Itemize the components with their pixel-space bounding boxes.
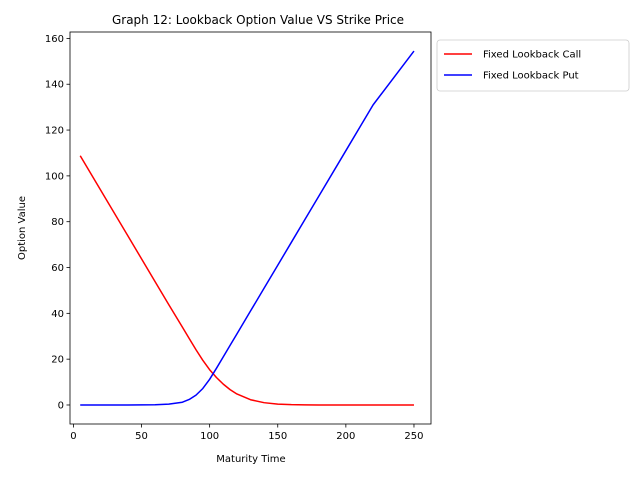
y-tick-label: 100 xyxy=(45,171,64,182)
y-tick-label: 160 xyxy=(45,34,64,45)
legend-label: Fixed Lookback Call xyxy=(483,50,581,61)
y-tick-label: 80 xyxy=(51,217,64,228)
y-tick-label: 0 xyxy=(58,400,64,411)
plot-area xyxy=(69,31,432,425)
series-lines xyxy=(79,50,415,406)
y-tick-label: 60 xyxy=(51,263,64,274)
legend-items: Fixed Lookback Call Fixed Lookback Put xyxy=(444,50,581,82)
legend-label: Fixed Lookback Put xyxy=(483,71,579,82)
x-axis-label: Maturity Time xyxy=(216,454,285,465)
y-axis-label: Option Value xyxy=(17,196,28,260)
y-tick-label: 120 xyxy=(45,126,64,137)
y-axis-ticks: 0 20 40 60 80 100 120 140 160 xyxy=(45,34,70,411)
x-axis-ticks: 0 50 100 150 200 250 xyxy=(70,424,424,442)
y-tick-label: 40 xyxy=(51,309,64,320)
y-tick-label: 20 xyxy=(51,355,64,366)
x-tick-label: 50 xyxy=(135,431,148,442)
series-line-fixed-lookback-call xyxy=(79,155,414,406)
x-tick-label: 200 xyxy=(336,431,355,442)
chart-title: Graph 12: Lookback Option Value VS Strik… xyxy=(112,13,404,27)
x-tick-label: 100 xyxy=(200,431,219,442)
y-tick-label: 140 xyxy=(45,80,64,91)
x-tick-label: 0 xyxy=(70,431,76,442)
series-line-fixed-lookback-put xyxy=(80,50,415,406)
legend: Fixed Lookback Call Fixed Lookback Put xyxy=(436,39,630,92)
legend-frame xyxy=(436,39,630,92)
x-tick-label: 250 xyxy=(404,431,423,442)
x-tick-label: 150 xyxy=(268,431,287,442)
